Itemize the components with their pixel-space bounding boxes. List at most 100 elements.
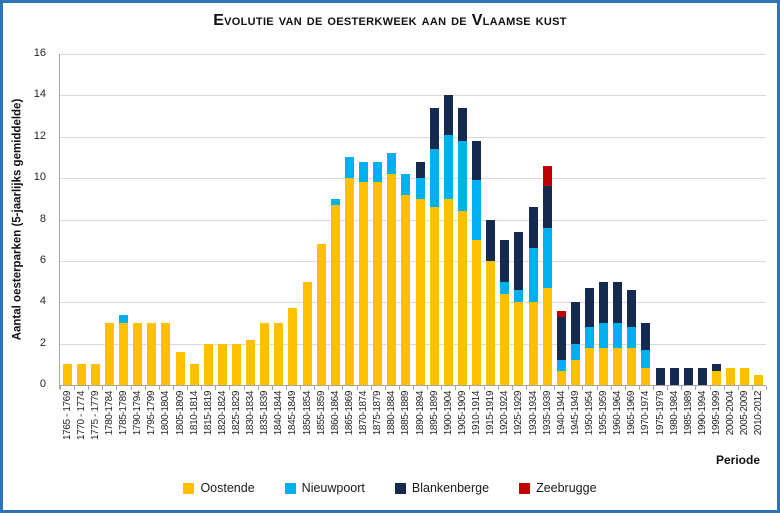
- bar-1825-1829-oostende: [232, 343, 241, 385]
- bar-1890-1894-oostende: [415, 198, 425, 385]
- bar-1930-1934-nieuwpoort: [528, 248, 538, 303]
- bar-1785-1789-nieuwpoort: [119, 314, 129, 323]
- x-tick-label-1995-1999: 1995-1999: [711, 391, 723, 436]
- x-tick-label-1990-1994: 1990-1994: [696, 391, 708, 436]
- x-tick-label-1770-1774: 1770 - 1774: [75, 391, 87, 440]
- bar-1940-1944-zeebrugge: [556, 310, 566, 317]
- bar-1890-1894-blankenberge: [415, 161, 425, 179]
- y-tick-label-8: 8: [39, 212, 46, 225]
- x-tick-label-1920-1924: 1920-1924: [499, 391, 511, 436]
- bar-1900-1904-nieuwpoort: [443, 134, 453, 199]
- y-tick-label-2: 2: [39, 336, 46, 349]
- x-tick-label-2010-2012: 2010-2012: [753, 391, 765, 436]
- x-tick-label-1900-1904: 1900-1904: [442, 391, 454, 436]
- gridline-y-16: [60, 54, 766, 55]
- bar-1830-1834-oostende: [246, 339, 256, 385]
- x-tick-label-1985-1989: 1985-1989: [682, 391, 694, 436]
- bar-2005-2009-oostende: [740, 368, 750, 385]
- x-tick: [596, 386, 598, 390]
- bar-1960-1964-blankenberge: [613, 281, 623, 323]
- bar-1905-1909-nieuwpoort: [457, 140, 467, 212]
- x-tick: [723, 386, 725, 390]
- bar-1925-1929-nieuwpoort: [514, 289, 524, 303]
- bar-1910-1914-nieuwpoort: [472, 180, 482, 241]
- legend-swatch-nieuwpoort: [284, 482, 296, 494]
- bar-1885-1889-nieuwpoort: [401, 174, 411, 195]
- bar-1920-1924-nieuwpoort: [500, 281, 510, 294]
- x-tick: [638, 386, 640, 390]
- x-tick-label-1780-1784: 1780-1784: [103, 391, 115, 436]
- bar-1845-1849-oostende: [288, 308, 298, 385]
- bar-1990-1994-blankenberge: [697, 368, 707, 385]
- bar-1930-1934-blankenberge: [528, 207, 538, 249]
- legend-item-blankenberge: Blankenberge: [394, 481, 490, 495]
- legend-label-zeebrugge: Zeebrugge: [536, 481, 597, 495]
- x-tick-label-2000-2004: 2000-2004: [725, 391, 737, 436]
- x-tick-label-2005-2009: 2005-2009: [739, 391, 751, 436]
- y-axis-line: [59, 54, 60, 389]
- bar-1910-1914-oostende: [472, 240, 482, 385]
- bar-1965-1969-nieuwpoort: [627, 327, 637, 348]
- x-tick-label-1880-1884: 1880-1884: [386, 391, 398, 436]
- x-tick: [370, 386, 372, 390]
- x-tick-label-1860-1864: 1860-1864: [329, 391, 341, 436]
- x-tick-label-1950-1954: 1950-1954: [584, 391, 595, 436]
- x-tick-label-1820-1824: 1820-1824: [216, 391, 228, 436]
- bar-1885-1889-oostende: [401, 194, 411, 385]
- x-tick: [130, 386, 132, 390]
- x-tick-label-1935-1939: 1935-1939: [541, 391, 553, 436]
- x-tick: [737, 386, 739, 390]
- bar-1900-1904-blankenberge: [443, 95, 453, 135]
- x-tick-label-1910-1914: 1910-1914: [471, 391, 483, 436]
- bar-1840-1844-oostende: [274, 322, 284, 385]
- legend-label-oostende: Oostende: [200, 481, 255, 495]
- x-tick-label-1830-1834: 1830-1834: [245, 391, 257, 436]
- bar-1870-1874-nieuwpoort: [359, 161, 369, 183]
- bar-1860-1864-oostende: [330, 205, 340, 385]
- x-tick: [356, 386, 358, 390]
- x-tick-label-1945-1949: 1945-1949: [569, 391, 581, 436]
- x-tick: [257, 386, 259, 390]
- x-tick: [441, 386, 443, 390]
- x-tick: [229, 386, 231, 390]
- bar-1970-1974-nieuwpoort: [641, 349, 651, 369]
- x-tick: [540, 386, 542, 390]
- gridline-y-2: [60, 343, 766, 345]
- y-tick-label-12: 12: [33, 129, 46, 142]
- legend-label-blankenberge: Blankenberge: [411, 481, 490, 495]
- bar-2000-2004-oostende: [726, 368, 736, 385]
- bar-1815-1819-oostende: [203, 343, 213, 385]
- y-tick-label-4: 4: [39, 295, 46, 308]
- x-tick: [60, 386, 61, 390]
- x-tick-label-1810-1814: 1810-1814: [188, 391, 200, 436]
- x-tick: [215, 386, 217, 390]
- bar-1975-1979-blankenberge: [655, 368, 665, 385]
- gridline-y-10: [60, 178, 766, 180]
- bar-1965-1969-blankenberge: [627, 289, 637, 328]
- y-tick-label-16: 16: [33, 47, 46, 59]
- x-tick-label-1915-1919: 1915-1919: [485, 391, 497, 436]
- bar-1850-1854-oostende: [302, 281, 312, 385]
- bar-1950-1954-blankenberge: [585, 287, 594, 328]
- x-axis-line: [60, 385, 766, 386]
- x-tick-label-1960-1964: 1960-1964: [612, 391, 624, 436]
- bar-1900-1904-oostende: [443, 198, 453, 385]
- y-tick-label-6: 6: [39, 253, 46, 266]
- bar-1955-1959-nieuwpoort: [599, 322, 609, 348]
- x-tick: [554, 386, 556, 390]
- x-tick: [483, 386, 485, 390]
- x-tick: [427, 386, 429, 390]
- gridline-y-4: [60, 302, 766, 304]
- bar-1935-1939-zeebrugge: [542, 165, 552, 187]
- x-tick: [582, 386, 584, 390]
- x-tick: [172, 386, 174, 390]
- x-tick: [187, 386, 189, 390]
- x-tick: [285, 386, 287, 390]
- bar-1910-1914-blankenberge: [472, 140, 482, 181]
- bar-1925-1929-blankenberge: [514, 231, 524, 290]
- x-tick: [88, 386, 90, 390]
- gridline-y-8: [60, 219, 766, 221]
- bar-1985-1989-blankenberge: [683, 368, 693, 385]
- legend-item-nieuwpoort: Nieuwpoort: [284, 481, 365, 495]
- bar-1880-1884-oostende: [387, 174, 397, 385]
